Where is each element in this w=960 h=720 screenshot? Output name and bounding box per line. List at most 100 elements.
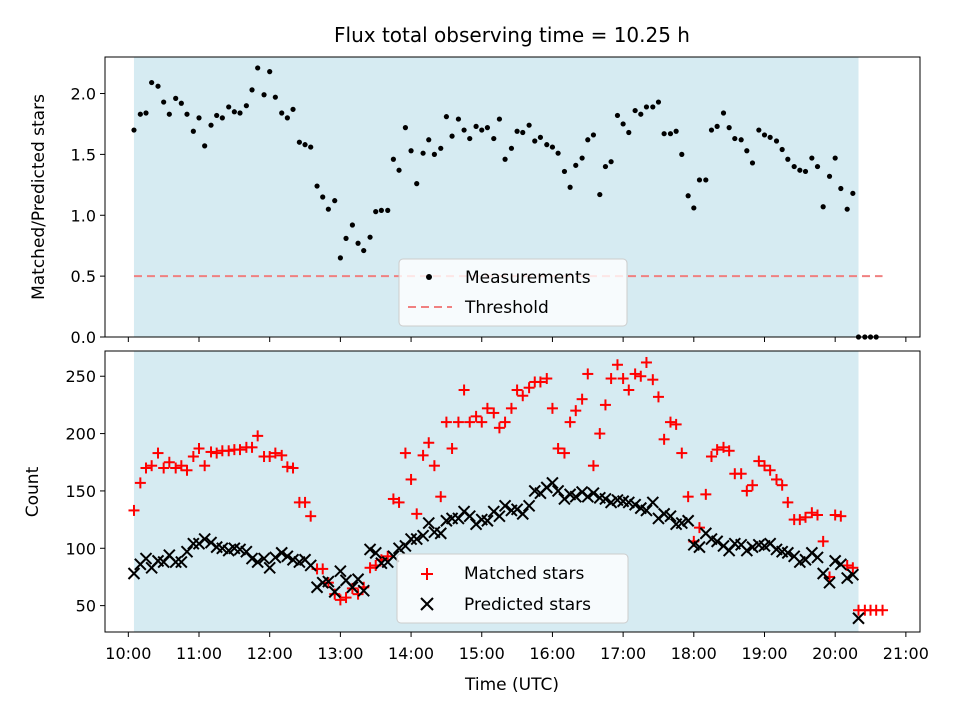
matched-star-point bbox=[741, 485, 753, 497]
predicted-star-point bbox=[245, 552, 259, 565]
matched-star-point bbox=[428, 460, 440, 472]
measurement-point bbox=[314, 183, 320, 189]
matched-star-point bbox=[776, 479, 788, 491]
measurement-point bbox=[561, 168, 568, 175]
predicted-star-point bbox=[599, 492, 612, 506]
measurement-point bbox=[779, 146, 785, 153]
matched-star-point bbox=[546, 402, 558, 414]
bottom-ytick-label: 250 bbox=[65, 367, 96, 386]
measurement-point bbox=[544, 142, 550, 148]
bottom-xtick-label: 18:00 bbox=[671, 644, 717, 663]
bottom-xtick-label: 13:00 bbox=[317, 644, 363, 663]
matched-star-point bbox=[693, 522, 705, 534]
matched-star-point bbox=[163, 456, 175, 468]
predicted-star-point bbox=[628, 498, 642, 511]
matched-star-point bbox=[352, 588, 364, 600]
bottom-xtick-label: 16:00 bbox=[529, 644, 575, 663]
measurement-point bbox=[756, 127, 762, 133]
measurement-point bbox=[325, 206, 331, 212]
measurement-point bbox=[597, 191, 603, 198]
measurement-point bbox=[402, 125, 409, 131]
bottom-xtick-label: 11:00 bbox=[176, 644, 222, 663]
measurement-point bbox=[496, 116, 503, 122]
matched-star-point bbox=[499, 416, 511, 428]
matched-star-point bbox=[664, 416, 676, 428]
measurement-point bbox=[567, 184, 573, 190]
matched-star-point bbox=[764, 464, 776, 476]
matched-star-point bbox=[723, 445, 735, 457]
predicted-star-point bbox=[198, 532, 211, 546]
top-panel: 0.0 0.5 1.0 1.5 2.0 Flux total observing tim… bbox=[29, 23, 921, 347]
measurement-point bbox=[773, 138, 780, 144]
matched-star-point bbox=[364, 562, 376, 574]
measurement-point bbox=[703, 177, 709, 183]
bottom-predicted-series bbox=[127, 476, 865, 625]
predicted-star-point bbox=[357, 584, 370, 597]
measurement-point bbox=[532, 138, 538, 144]
matched-star-point bbox=[782, 496, 794, 508]
matched-star-point bbox=[576, 393, 588, 405]
matched-star-point bbox=[700, 488, 712, 500]
predicted-star-point bbox=[546, 476, 559, 490]
predicted-star-point bbox=[422, 516, 435, 530]
measurement-point bbox=[832, 155, 838, 161]
predicted-star-point bbox=[581, 490, 594, 503]
matched-star-point bbox=[877, 604, 889, 616]
predicted-star-point bbox=[180, 545, 194, 558]
matched-star-point bbox=[517, 390, 529, 402]
predicted-star-point bbox=[463, 509, 476, 523]
measurement-point bbox=[738, 137, 744, 143]
matched-star-point bbox=[794, 514, 806, 526]
matched-star-point bbox=[423, 437, 435, 449]
measurement-point bbox=[438, 145, 444, 151]
predicted-star-point bbox=[781, 546, 795, 560]
measurement-point bbox=[767, 134, 773, 140]
measurement-point bbox=[219, 115, 225, 121]
matched-star-point bbox=[647, 374, 659, 386]
matched-star-point bbox=[181, 464, 193, 476]
measurement-point bbox=[237, 110, 243, 116]
predicted-star-point bbox=[334, 565, 347, 578]
predicted-star-point bbox=[263, 561, 276, 574]
measurement-point bbox=[267, 69, 273, 75]
predicted-star-point bbox=[410, 532, 423, 546]
matched-star-point bbox=[252, 430, 264, 442]
measurement-point bbox=[643, 104, 650, 110]
bottom-panel: 50 100 150 200 250 10:00 11:00 12:00 13:00 14:00… bbox=[23, 350, 929, 695]
measurement-point bbox=[149, 79, 155, 86]
measurement-point bbox=[284, 115, 290, 121]
matched-star-point bbox=[635, 370, 647, 382]
measurement-point bbox=[761, 132, 768, 138]
measurement-point bbox=[467, 135, 473, 142]
matched-star-point bbox=[405, 473, 417, 485]
matched-star-point bbox=[193, 442, 205, 454]
bottom-ytick-label: 150 bbox=[65, 482, 96, 501]
predicted-star-point bbox=[664, 509, 677, 523]
measurement-point bbox=[797, 167, 803, 173]
measurement-point bbox=[508, 145, 515, 151]
measurement-point bbox=[502, 156, 508, 162]
predicted-star-point bbox=[416, 529, 430, 542]
measurement-point bbox=[231, 109, 237, 115]
measurement-point bbox=[791, 163, 797, 170]
measurement-point bbox=[579, 155, 585, 161]
matched-star-point bbox=[246, 441, 258, 453]
measurement-point bbox=[137, 111, 143, 117]
predicted-star-point bbox=[257, 552, 271, 565]
predicted-star-point bbox=[304, 559, 317, 572]
matched-star-point bbox=[617, 373, 629, 385]
matched-star-point bbox=[205, 446, 217, 458]
legend-marker-measurements bbox=[426, 274, 432, 280]
measurement-point bbox=[632, 107, 638, 114]
matched-star-point bbox=[558, 447, 570, 459]
bottom-xtick-label: 17:00 bbox=[600, 644, 646, 663]
measurement-point bbox=[679, 151, 685, 157]
measurement-point bbox=[526, 122, 532, 128]
matched-star-point bbox=[199, 460, 211, 472]
measurement-point bbox=[373, 209, 379, 215]
measurement-point bbox=[178, 100, 184, 106]
predicted-star-point bbox=[587, 487, 600, 500]
matched-star-point bbox=[594, 428, 606, 440]
matched-star-point bbox=[611, 359, 623, 371]
bottom-xtick-label: 14:00 bbox=[388, 644, 434, 663]
